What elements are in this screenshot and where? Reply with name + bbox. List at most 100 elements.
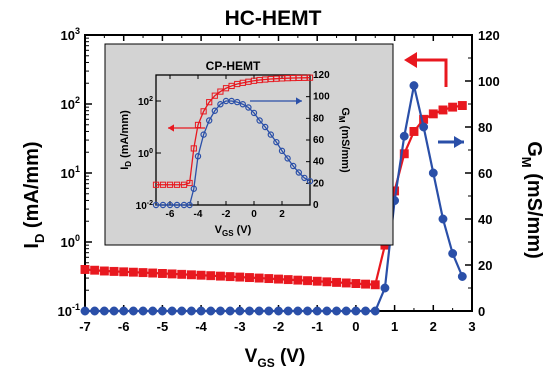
inset-series-1-point — [190, 145, 197, 152]
inset-y-right-tick-label: 100 — [313, 92, 330, 103]
main-series-1-point — [351, 279, 361, 288]
main-series-1-point — [332, 277, 342, 287]
x-tick-label: -4 — [195, 319, 207, 334]
y-left-tick-label: 10-1 — [58, 302, 80, 319]
inset-series-2-point — [306, 177, 314, 185]
main-series-2-point — [225, 306, 235, 316]
inset-x-tick-label: -2 — [222, 209, 231, 220]
main-series-1-point — [409, 127, 419, 136]
inset-y-left-tick-label: 10-2 — [136, 200, 153, 212]
main-series-2-point — [177, 306, 187, 316]
main-series-1-point — [254, 273, 264, 283]
inset-series-1-point — [206, 99, 213, 106]
inset-series-2-point — [262, 123, 269, 131]
y-right-tick-label: 80 — [478, 120, 492, 135]
y-left-tick-label: 101 — [61, 164, 80, 181]
inset-series-2-point — [239, 101, 246, 108]
inset-series-2-point — [205, 117, 213, 124]
inset-series-1-point — [152, 181, 160, 188]
main-series-2-point — [148, 306, 158, 316]
main-series-1-point — [361, 279, 371, 289]
main-series-1-point — [119, 267, 129, 277]
inset-series-2-point — [250, 109, 258, 117]
inset-series-2-point — [217, 101, 224, 108]
inset-series-2-point — [152, 201, 160, 209]
inset-series-1-point — [211, 92, 218, 99]
inset-y-right-tick-label: 120 — [313, 70, 330, 81]
main-series-2-line — [85, 85, 464, 313]
main-series-2-point — [409, 81, 419, 91]
main-series-1-point — [157, 269, 167, 278]
inset-series-2-point — [267, 131, 274, 138]
main-series-1-point — [312, 276, 322, 286]
inset-x-tick-label: 0 — [251, 209, 257, 220]
y-right-tick-label: 20 — [478, 258, 492, 273]
main-id-arrow-head — [404, 52, 417, 68]
x-axis-label: VGS (V) — [245, 346, 306, 370]
main-series-2-point — [428, 168, 438, 178]
main-series-2-point — [303, 306, 312, 316]
main-series-1-point — [177, 269, 187, 279]
main-series-2-point — [399, 131, 409, 141]
inset-series-1-point — [200, 108, 207, 115]
inset-series-2-point — [301, 174, 308, 182]
y-right-axis-label: GM (mS/mm) — [519, 141, 545, 259]
main-series-2-point — [293, 306, 303, 316]
x-tick-label: -2 — [273, 319, 285, 334]
main-id-arrow-bracket — [415, 58, 448, 87]
y-left-tick-label: 100 — [61, 233, 80, 250]
inset-series-2-point — [159, 201, 167, 209]
main-series-2-point — [370, 306, 380, 316]
main-series-1-point — [274, 274, 283, 284]
inset-series-2-point — [186, 201, 193, 209]
inset-y-right-tick-label: 80 — [313, 113, 325, 124]
y-right-tick-label: 120 — [478, 28, 500, 43]
main-series-2-point — [245, 306, 254, 316]
inset-y-left-tick-label: 102 — [138, 96, 153, 108]
main-series-1-point — [264, 274, 274, 284]
inset-y-right-tick-label: 20 — [313, 178, 325, 189]
main-series-2-point — [216, 306, 225, 316]
inset-series-1-point — [173, 181, 181, 188]
main-series-1-point — [399, 149, 409, 159]
main-series-1-point — [148, 268, 158, 278]
inset-series-2-point — [273, 138, 280, 146]
inset-y-left-axis-label: ID (mA/mm) — [119, 110, 133, 170]
main-series-2-point — [438, 214, 448, 224]
x-tick-label: -6 — [118, 319, 130, 334]
main-series-2-point — [138, 306, 148, 316]
inset-series-2-point — [190, 185, 197, 192]
inset-series-2-point — [284, 155, 291, 162]
x-tick-label: 3 — [468, 319, 475, 334]
main-series-1-point — [457, 101, 467, 110]
main-series-1-point — [428, 109, 438, 119]
main-series-2-point — [157, 306, 167, 316]
inset-series-2-point — [278, 147, 286, 155]
main-series-1-point — [196, 270, 206, 280]
inset-series-1-point — [159, 181, 167, 188]
main-series-2-point — [322, 306, 332, 316]
main-series-1-point — [128, 267, 138, 277]
x-tick-label: -5 — [157, 319, 169, 334]
main-series-2-point — [109, 306, 119, 316]
main-series-2-point — [99, 306, 109, 316]
main-series-1-point — [186, 270, 196, 280]
main-series-1-point — [225, 272, 235, 282]
inset-background — [104, 43, 394, 246]
inset-series-1-point — [186, 179, 193, 187]
main-series-2-point — [196, 306, 206, 316]
main-series-1-point — [109, 266, 119, 276]
main-series-2-point — [80, 306, 90, 316]
inset-y-right-tick-label: 60 — [313, 135, 325, 146]
main-series-2-point — [206, 306, 216, 316]
y-right-tick-label: 100 — [478, 74, 500, 89]
inset-x-tick-label: -6 — [166, 209, 175, 220]
main-series-2-point — [186, 306, 196, 316]
main-series-1-point — [245, 273, 254, 283]
main-series-1-point — [448, 102, 458, 112]
inset-series-2-point — [290, 162, 297, 170]
y-left-tick-label: 102 — [61, 95, 80, 112]
main-series-2-point — [264, 306, 274, 316]
